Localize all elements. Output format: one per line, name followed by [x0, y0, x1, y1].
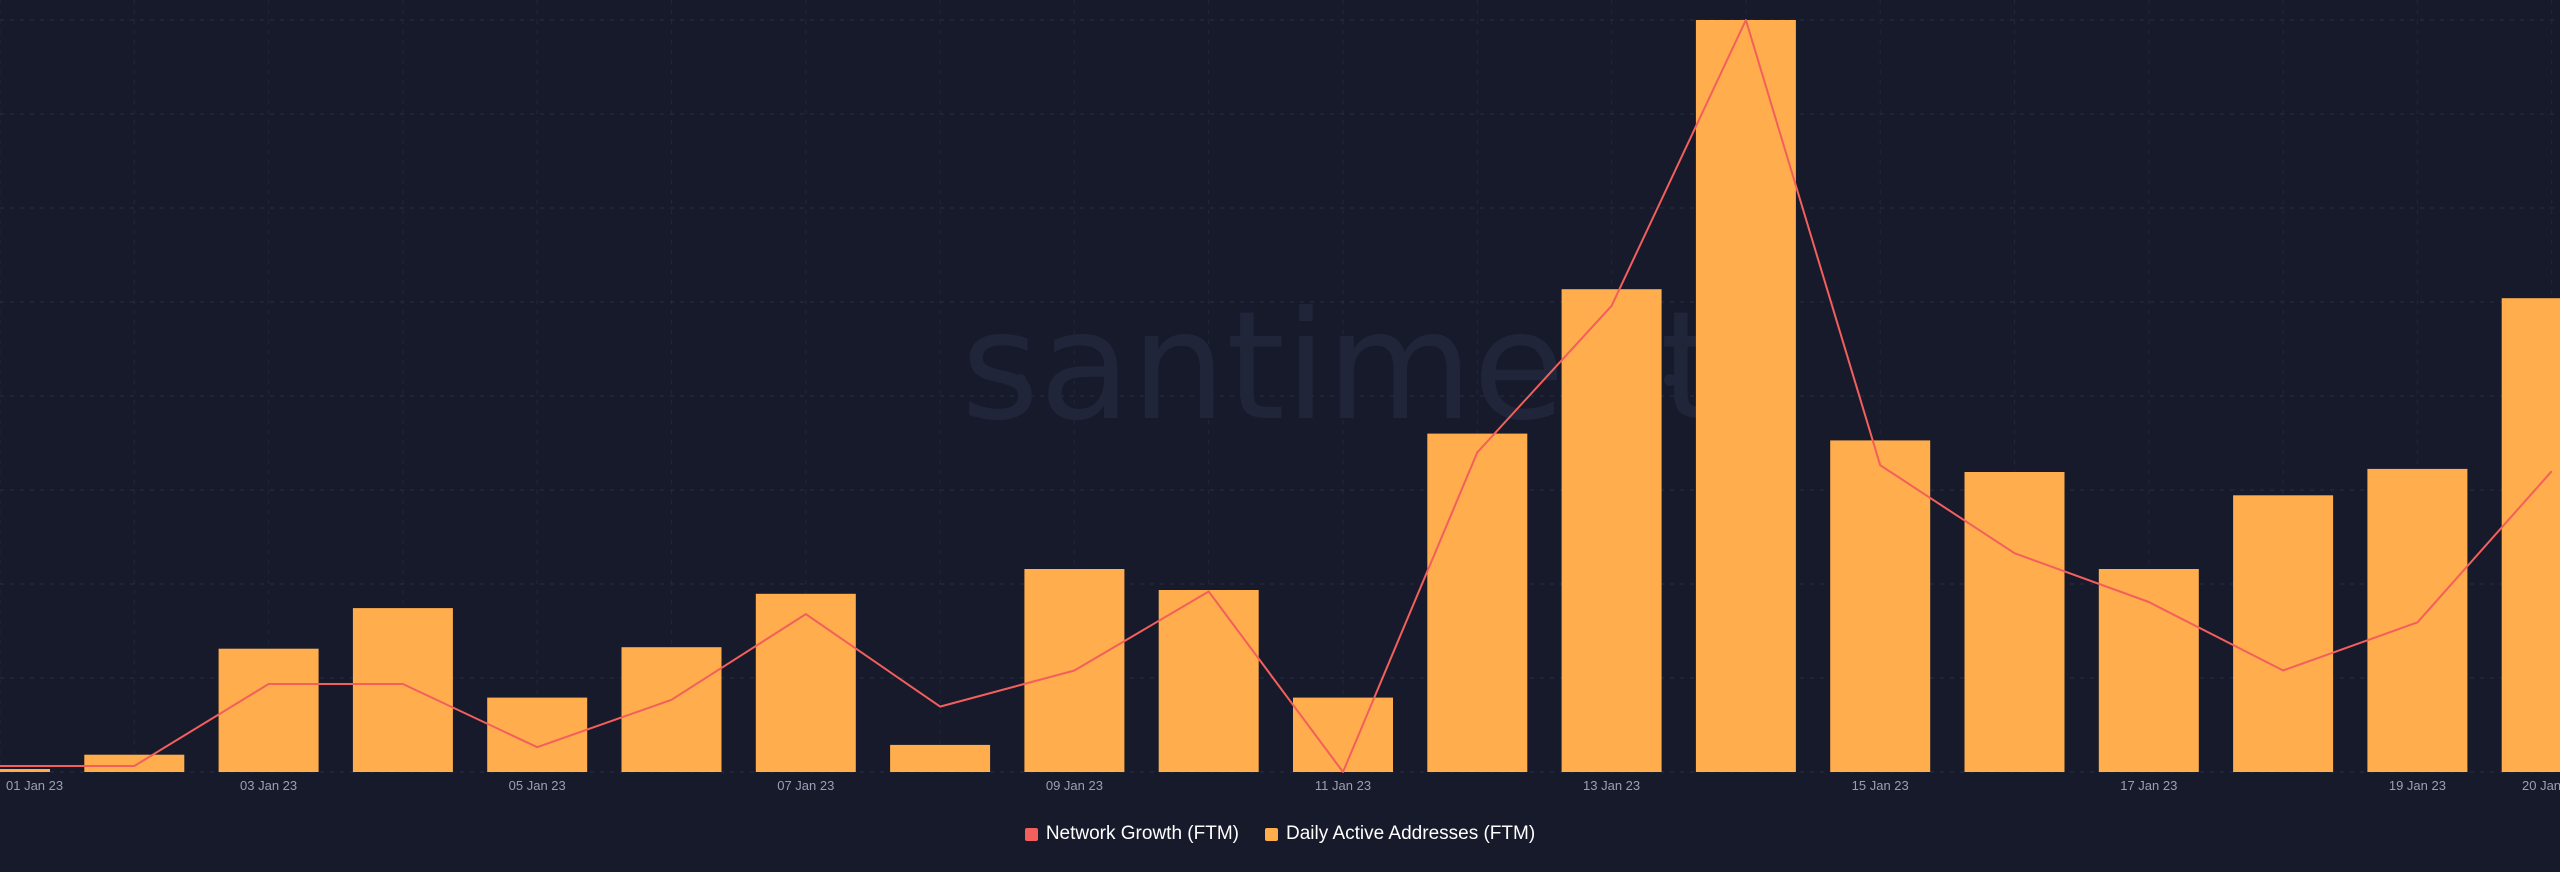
legend: Network Growth (FTM) Daily Active Addres… — [0, 816, 2560, 852]
legend-item-daily-active-addresses[interactable]: Daily Active Addresses (FTM) — [1265, 823, 1535, 845]
x-tick-label: 13 Jan 23 — [1583, 778, 1640, 793]
legend-item-network-growth[interactable]: Network Growth (FTM) — [1025, 823, 1239, 845]
watermark-dot-right — [1664, 374, 1676, 386]
x-tick-label: 01 Jan 23 — [6, 778, 63, 793]
bar-daily-active-addresses[interactable] — [2502, 298, 2560, 772]
bar-daily-active-addresses[interactable] — [1965, 472, 2065, 772]
x-tick-label: 07 Jan 23 — [777, 778, 834, 793]
bar-daily-active-addresses[interactable] — [756, 594, 856, 772]
bar-daily-active-addresses[interactable] — [2099, 569, 2199, 772]
x-tick-label: 20 Jan — [2522, 778, 2560, 793]
x-tick-label: 19 Jan 23 — [2389, 778, 2446, 793]
bar-daily-active-addresses[interactable] — [622, 647, 722, 772]
bar-daily-active-addresses[interactable] — [1293, 698, 1393, 772]
bar-daily-active-addresses[interactable] — [890, 745, 990, 772]
bar-daily-active-addresses[interactable] — [1159, 590, 1259, 772]
watermark-dot-left — [1014, 374, 1026, 386]
x-tick-label: 03 Jan 23 — [240, 778, 297, 793]
bar-daily-active-addresses[interactable] — [2233, 495, 2333, 772]
x-tick-label: 15 Jan 23 — [1852, 778, 1909, 793]
x-tick-label: 05 Jan 23 — [509, 778, 566, 793]
bar-daily-active-addresses[interactable] — [84, 755, 184, 772]
x-tick-label: 17 Jan 23 — [2120, 778, 2177, 793]
legend-swatch-network-growth — [1025, 828, 1038, 841]
bar-daily-active-addresses[interactable] — [1427, 434, 1527, 772]
x-tick-label: 09 Jan 23 — [1046, 778, 1103, 793]
legend-label-network-growth: Network Growth (FTM) — [1046, 823, 1239, 845]
bar-daily-active-addresses[interactable] — [1830, 440, 1930, 772]
bar-daily-active-addresses[interactable] — [219, 649, 319, 772]
bar-daily-active-addresses[interactable] — [2367, 469, 2467, 772]
x-axis-ticks: 01 Jan 23 03 Jan 23 05 Jan 23 07 Jan 23 09 J… — [6, 778, 2560, 793]
bar-daily-active-addresses[interactable] — [353, 608, 453, 772]
legend-label-daily-active-addresses: Daily Active Addresses (FTM) — [1286, 823, 1535, 845]
bar-daily-active-addresses[interactable] — [1562, 289, 1662, 772]
bar-daily-active-addresses[interactable] — [0, 769, 50, 772]
legend-swatch-daily-active-addresses — [1265, 828, 1278, 841]
x-tick-label: 11 Jan 23 — [1315, 778, 1371, 793]
